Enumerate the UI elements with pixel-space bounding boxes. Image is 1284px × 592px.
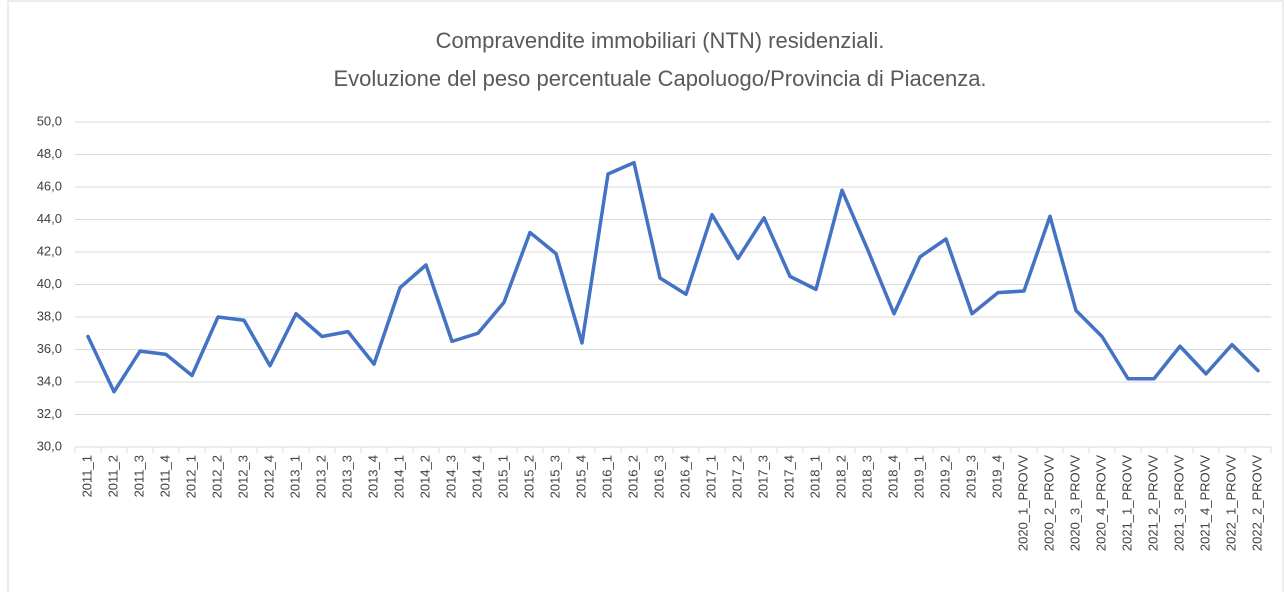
x-tick-label: 2018_1 <box>807 455 822 498</box>
x-tick-label: 2018_2 <box>833 455 848 498</box>
y-tick-label: 46,0 <box>37 178 62 193</box>
y-tick-label: 34,0 <box>37 373 62 388</box>
x-tick-label: 2019_4 <box>989 455 1004 498</box>
x-tick-label: 2020_3_PROVV <box>1067 455 1082 551</box>
x-tick-label: 2012_4 <box>261 455 276 498</box>
x-tick-label: 2011_4 <box>157 455 172 497</box>
x-tick-label: 2011_1 <box>79 455 94 497</box>
x-tick-label: 2021_1_PROVV <box>1119 455 1134 551</box>
x-tick-label: 2021_4_PROVV <box>1197 455 1212 551</box>
x-tick-label: 2013_4 <box>365 455 380 498</box>
x-tick-label: 2016_3 <box>651 455 666 498</box>
x-tick-label: 2013_3 <box>339 455 354 498</box>
x-tick-label: 2017_4 <box>781 455 796 498</box>
y-tick-label: 40,0 <box>37 276 62 291</box>
x-tick-label: 2019_2 <box>937 455 952 498</box>
y-tick-label: 44,0 <box>37 211 62 226</box>
y-tick-label: 50,0 <box>37 113 62 128</box>
x-tick-label: 2012_1 <box>183 455 198 498</box>
x-tick-label: 2022_2_PROVV <box>1249 455 1264 551</box>
x-tick-label: 2012_2 <box>209 455 224 498</box>
x-tick-label: 2017_2 <box>729 455 744 498</box>
y-tick-label: 32,0 <box>37 406 62 421</box>
x-tick-label: 2017_3 <box>755 455 770 498</box>
y-tick-label: 48,0 <box>37 146 62 161</box>
x-tick-label: 2018_3 <box>859 455 874 498</box>
x-tick-label: 2015_3 <box>547 455 562 498</box>
x-tick-label: 2016_1 <box>599 455 614 498</box>
y-tick-label: 38,0 <box>37 308 62 323</box>
x-tick-label: 2017_1 <box>703 455 718 498</box>
x-tick-label: 2014_3 <box>443 455 458 498</box>
x-tick-label: 2013_1 <box>287 455 302 498</box>
y-tick-label: 30,0 <box>37 438 62 453</box>
x-tick-label: 2020_2_PROVV <box>1041 455 1056 551</box>
x-tick-label: 2014_4 <box>469 455 484 498</box>
x-tick-label: 2014_2 <box>417 455 432 498</box>
x-tick-label: 2016_2 <box>625 455 640 498</box>
x-tick-label: 2011_2 <box>105 455 120 497</box>
x-tick-label: 2021_3_PROVV <box>1171 455 1186 551</box>
x-tick-label: 2019_1 <box>911 455 926 498</box>
y-tick-label: 36,0 <box>37 341 62 356</box>
x-tick-label: 2012_3 <box>235 455 250 498</box>
x-tick-label: 2020_4_PROVV <box>1093 455 1108 551</box>
x-tick-label: 2020_1_PROVV <box>1015 455 1030 551</box>
chart-title: Compravendite immobiliari (NTN) residenz… <box>436 28 885 53</box>
x-tick-label: 2013_2 <box>313 455 328 498</box>
data-line <box>86 160 1260 394</box>
x-tick-label: 2016_4 <box>677 455 692 498</box>
x-tick-label: 2014_1 <box>391 455 406 498</box>
y-tick-label: 42,0 <box>37 243 62 258</box>
x-tick-label: 2015_4 <box>573 455 588 498</box>
chart-title: Evoluzione del peso percentuale Capoluog… <box>333 66 986 91</box>
x-tick-label: 2011_3 <box>131 455 146 497</box>
x-tick-label: 2015_1 <box>495 455 510 498</box>
x-tick-label: 2022_1_PROVV <box>1223 455 1238 551</box>
x-tick-label: 2019_3 <box>963 455 978 498</box>
x-tick-label: 2018_4 <box>885 455 900 498</box>
x-tick-label: 2021_2_PROVV <box>1145 455 1160 551</box>
x-tick-label: 2015_2 <box>521 455 536 498</box>
